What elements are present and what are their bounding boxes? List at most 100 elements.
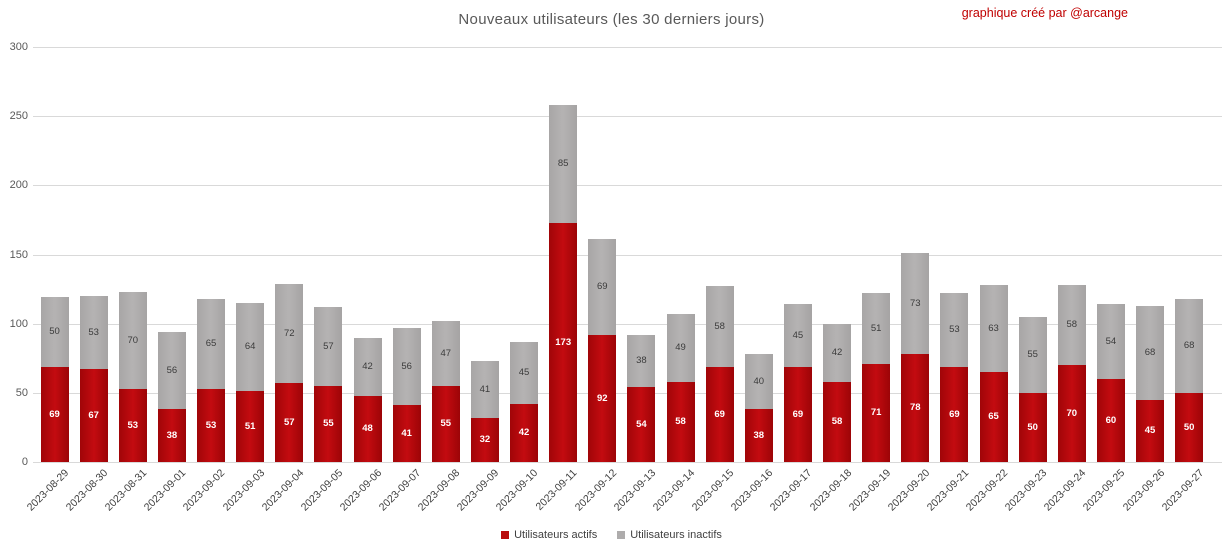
y-axis-tick-label: 300	[9, 41, 28, 53]
stacked-bar: 42 58	[823, 323, 852, 462]
y-axis-tick-label: 250	[9, 110, 28, 123]
stacked-bar: 58 70	[1057, 284, 1086, 462]
y-axis-tick-label: 100	[9, 317, 28, 330]
stacked-bar: 53 67	[79, 296, 108, 462]
stacked-bar: 38 54	[627, 334, 656, 462]
bar-segment-inactive: 85	[549, 105, 578, 223]
bar-value-label-inactive: 49	[675, 342, 686, 354]
x-axis-date-label: 2023-09-17	[768, 467, 815, 514]
bar-segment-inactive: 68	[1175, 298, 1204, 393]
stacked-bar: 57 55	[314, 307, 343, 462]
bar-segment-active: 58	[823, 381, 852, 462]
bar-segment-active: 67	[79, 369, 108, 462]
gridline	[33, 116, 1222, 118]
bar-segment-inactive: 72	[275, 283, 304, 384]
stacked-bar: 72 57	[275, 283, 304, 462]
bar-segment-inactive: 38	[627, 334, 656, 388]
bar-segment-active: 38	[744, 409, 773, 462]
bar-value-label-inactive: 55	[1027, 349, 1038, 361]
stacked-bar: 54 60	[1096, 304, 1125, 462]
bar-value-label-inactive: 51	[870, 322, 882, 334]
x-axis-date-label: 2023-08-29	[24, 467, 72, 514]
bar-value-label-inactive: 47	[440, 347, 452, 359]
bar-value-label-inactive: 56	[166, 364, 178, 376]
stacked-bar: 69 92	[588, 239, 617, 462]
bar-value-label-inactive: 42	[362, 360, 373, 372]
bar-segment-active: 57	[275, 383, 304, 462]
bar-value-label-active: 38	[753, 429, 765, 441]
bar-value-label-active: 48	[362, 423, 373, 435]
stacked-bar: 45 42	[510, 341, 539, 462]
legend-swatch-active-icon	[501, 531, 510, 539]
gridline	[33, 323, 1222, 325]
bar-segment-active: 71	[862, 363, 891, 462]
legend-item-inactive: Utilisateurs inactifs	[617, 529, 722, 541]
chart-title: Nouveaux utilisateurs (les 30 derniers j…	[458, 11, 765, 28]
stacked-bar: 41 32	[470, 361, 499, 462]
bar-value-label-inactive: 85	[557, 158, 569, 170]
x-axis-date-label: 2023-09-12	[572, 467, 619, 514]
bar-segment-inactive: 50	[40, 297, 69, 367]
bars-layer: 50 69 53 67 70 53 56 38 65 53 64 51 72 57 57 55 42 48 56 41…	[35, 0, 1209, 462]
bar-value-label-inactive: 53	[949, 324, 960, 336]
stacked-bar: 42 48	[353, 337, 382, 462]
bar-segment-inactive: 49	[666, 314, 695, 382]
bar-value-label-inactive: 40	[753, 376, 765, 388]
stacked-bar: 40 38	[744, 354, 773, 462]
bar-value-label-active: 69	[49, 408, 60, 420]
bar-value-label-active: 50	[1027, 421, 1038, 433]
stacked-bar: 68 45	[1136, 305, 1165, 462]
bar-segment-active: 41	[392, 405, 421, 462]
bar-value-label-active: 92	[597, 392, 608, 404]
stacked-bar: 56 38	[157, 331, 186, 462]
stacked-bar: 58 69	[705, 286, 734, 462]
x-axis-date-label: 2023-09-25	[1081, 467, 1128, 514]
bar-segment-active: 42	[510, 403, 539, 462]
bar-segment-inactive: 63	[979, 284, 1008, 373]
bar-segment-active: 50	[1175, 392, 1204, 462]
gridline	[33, 47, 1222, 48]
bar-segment-inactive: 53	[79, 296, 108, 370]
bar-segment-inactive: 56	[392, 327, 421, 406]
stacked-bar: 68 50	[1175, 298, 1204, 462]
y-axis-tick-label: 200	[9, 179, 28, 192]
bar-segment-inactive: 45	[783, 304, 812, 367]
bar-segment-inactive: 45	[510, 341, 539, 404]
bar-value-label-active: 78	[910, 402, 921, 414]
bar-segment-active: 53	[197, 388, 226, 462]
bar-segment-inactive: 65	[197, 298, 226, 389]
bar-value-label-active: 54	[636, 418, 647, 430]
bar-value-label-inactive: 41	[479, 383, 491, 395]
bar-segment-active: 69	[40, 366, 69, 462]
bar-value-label-active: 69	[714, 408, 725, 420]
bar-value-label-inactive: 57	[323, 340, 334, 352]
stacked-bar: 55 50	[1018, 316, 1047, 462]
bar-value-label-active: 32	[479, 434, 491, 446]
stacked-bar: 63 65	[979, 284, 1008, 462]
bar-value-label-active: 53	[205, 419, 217, 431]
bar-segment-inactive: 51	[862, 293, 891, 364]
bar-segment-active: 54	[627, 387, 656, 462]
bar-segment-active: 48	[353, 395, 382, 462]
bar-value-label-active: 55	[323, 418, 334, 430]
x-axis-date-label: 2023-09-03	[220, 467, 267, 514]
bar-value-label-active: 69	[792, 408, 804, 420]
bar-segment-inactive: 64	[236, 302, 265, 392]
bar-segment-inactive: 40	[744, 354, 773, 410]
bar-segment-active: 38	[157, 409, 186, 462]
bar-value-label-inactive: 64	[244, 341, 256, 353]
bar-segment-active: 55	[431, 385, 460, 462]
bar-value-label-inactive: 38	[636, 355, 647, 367]
bar-segment-active: 45	[1136, 399, 1165, 462]
x-axis-date-label: 2023-09-26	[1120, 467, 1167, 514]
stacked-bar: 64 51	[236, 302, 265, 462]
bar-value-label-inactive: 56	[401, 360, 412, 372]
bar-value-label-active: 55	[440, 418, 452, 430]
bar-segment-active: 70	[1057, 365, 1086, 462]
bar-segment-inactive: 57	[314, 307, 343, 386]
bar-value-label-active: 51	[244, 420, 256, 432]
bar-segment-inactive: 53	[940, 293, 969, 367]
bar-segment-active: 65	[979, 372, 1008, 462]
bar-value-label-inactive: 68	[1183, 340, 1195, 352]
